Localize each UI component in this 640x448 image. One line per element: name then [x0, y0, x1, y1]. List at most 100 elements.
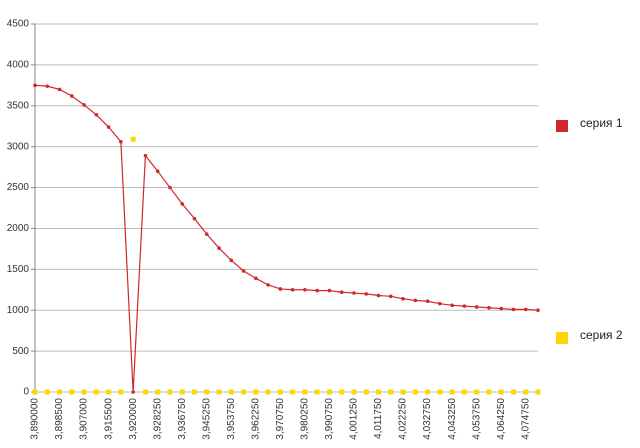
- point: [351, 389, 357, 395]
- point: [302, 389, 308, 395]
- point: [511, 307, 516, 312]
- point: [93, 389, 99, 395]
- point: [106, 125, 111, 129]
- point: [118, 389, 124, 395]
- x-tick-label: 3,990750: [324, 398, 335, 440]
- point: [499, 306, 503, 311]
- point: [33, 83, 37, 88]
- x-tick-label: 4,043250: [447, 398, 458, 440]
- point: [462, 304, 467, 308]
- point: [461, 389, 467, 395]
- point: [155, 169, 160, 173]
- point: [474, 389, 480, 395]
- x-tick-label: 3,890000: [30, 398, 41, 440]
- y-tick-label: 3500: [7, 100, 30, 111]
- point: [425, 389, 431, 395]
- x-tick-label: 4,001250: [349, 398, 360, 440]
- x-tick-label: 3,936750: [177, 398, 188, 440]
- y-tick-label: 4000: [7, 60, 30, 71]
- point: [204, 232, 209, 236]
- point: [535, 389, 541, 395]
- x-tick-label: 3,980250: [300, 398, 311, 440]
- point: [217, 246, 221, 250]
- y-tick-label: 0: [23, 387, 29, 398]
- point: [57, 389, 63, 395]
- point: [216, 389, 222, 395]
- x-tick-label: 3,962250: [250, 398, 261, 440]
- point: [376, 389, 382, 395]
- point: [425, 299, 430, 304]
- point: [277, 389, 283, 395]
- point: [536, 308, 540, 313]
- point: [81, 389, 87, 395]
- point: [167, 389, 173, 395]
- point: [241, 389, 247, 395]
- point: [314, 389, 320, 395]
- point: [363, 389, 369, 395]
- point: [180, 202, 185, 206]
- point: [438, 301, 442, 306]
- point: [168, 185, 172, 190]
- point: [352, 291, 356, 295]
- point: [523, 389, 529, 395]
- legend-swatch: [556, 120, 568, 132]
- y-tick-label: 1500: [7, 264, 30, 275]
- point: [510, 389, 516, 395]
- point: [130, 136, 136, 142]
- legend-swatch: [556, 332, 568, 344]
- point: [498, 389, 504, 395]
- point: [315, 288, 319, 293]
- point: [290, 287, 295, 292]
- x-tick-label: 4,053750: [471, 398, 482, 440]
- y-tick-label: 2500: [7, 182, 30, 193]
- point: [388, 294, 393, 299]
- point: [143, 153, 148, 158]
- point: [94, 112, 99, 117]
- point: [192, 216, 197, 221]
- point: [253, 389, 259, 395]
- point: [265, 389, 271, 395]
- series-line: [34, 84, 539, 393]
- point: [437, 389, 443, 395]
- point: [412, 389, 418, 395]
- legend-label: серия 2: [580, 328, 623, 342]
- y-tick-label: 2000: [7, 223, 30, 234]
- point: [339, 290, 344, 295]
- x-tick-label: 3,953750: [226, 398, 237, 440]
- point: [413, 298, 418, 303]
- point: [155, 389, 161, 395]
- point: [179, 389, 185, 395]
- point: [326, 389, 332, 395]
- point: [450, 303, 454, 308]
- point: [32, 389, 38, 395]
- x-tick-label: 4,032750: [422, 398, 433, 440]
- point: [191, 389, 197, 395]
- point: [106, 389, 112, 395]
- point: [57, 87, 62, 92]
- point: [487, 305, 491, 310]
- point: [254, 276, 258, 281]
- x-tick-label: 3,898500: [54, 398, 65, 440]
- point: [290, 389, 296, 395]
- x-tick-label: 4,022250: [398, 398, 409, 440]
- x-tick-label: 4,064250: [496, 398, 507, 440]
- point: [131, 390, 135, 394]
- x-tick-label: 3,920000: [128, 398, 139, 440]
- point: [44, 389, 50, 395]
- point: [388, 389, 394, 395]
- x-tick-label: 3,945250: [201, 398, 212, 440]
- x-tick-label: 3,915500: [103, 398, 114, 440]
- point: [229, 258, 234, 263]
- point: [339, 389, 345, 395]
- legend-label: серия 1: [580, 116, 623, 130]
- point: [400, 389, 406, 395]
- y-tick-label: 3000: [7, 141, 30, 152]
- point: [228, 389, 234, 395]
- x-tick-label: 3,928250: [152, 398, 163, 440]
- x-tick-label: 4,074750: [520, 398, 531, 440]
- point: [241, 269, 246, 273]
- point: [523, 307, 528, 312]
- y-tick-label: 500: [12, 346, 29, 357]
- point: [142, 389, 148, 395]
